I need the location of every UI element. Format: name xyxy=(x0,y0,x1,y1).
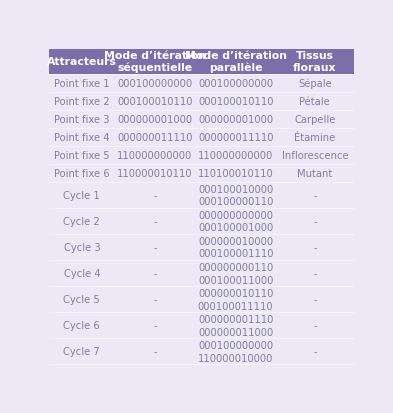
Text: 000000011110: 000000011110 xyxy=(117,133,193,142)
Bar xyxy=(49,128,354,147)
Text: 000100000000
110000010000: 000100000000 110000010000 xyxy=(198,340,274,363)
Bar xyxy=(49,313,354,338)
Bar xyxy=(49,183,354,209)
Bar xyxy=(49,261,354,287)
Bar xyxy=(49,74,354,93)
Text: -: - xyxy=(313,242,317,252)
Bar xyxy=(49,93,354,111)
Text: Cycle 7: Cycle 7 xyxy=(64,347,100,356)
Text: Cycle 1: Cycle 1 xyxy=(64,190,100,201)
Text: Mode d’itération
séquentielle: Mode d’itération séquentielle xyxy=(104,51,206,74)
Bar xyxy=(49,209,354,235)
Text: -: - xyxy=(153,190,157,201)
Text: 110100010110: 110100010110 xyxy=(198,169,274,178)
Text: Tissus
floraux: Tissus floraux xyxy=(293,51,337,73)
Text: Inflorescence: Inflorescence xyxy=(281,151,348,161)
Text: 110000000000: 110000000000 xyxy=(118,151,193,161)
Text: -: - xyxy=(313,268,317,278)
Bar xyxy=(115,50,195,74)
Text: -: - xyxy=(153,320,157,330)
Bar xyxy=(195,50,276,74)
Text: 000000001000: 000000001000 xyxy=(198,114,273,124)
Text: -: - xyxy=(153,268,157,278)
Bar xyxy=(276,50,354,74)
Text: Attracteurs: Attracteurs xyxy=(47,57,117,67)
Text: Sépale: Sépale xyxy=(298,78,332,89)
Text: 000000011110: 000000011110 xyxy=(198,133,274,142)
Text: 000100000000: 000100000000 xyxy=(118,78,193,88)
Text: Point fixe 6: Point fixe 6 xyxy=(54,169,110,178)
Text: Pétale: Pétale xyxy=(299,97,330,107)
Text: 000000001110
000000011000: 000000001110 000000011000 xyxy=(198,314,274,337)
Text: 000000000000
000100001000: 000000000000 000100001000 xyxy=(198,210,273,233)
Bar xyxy=(49,164,354,183)
Bar xyxy=(49,147,354,164)
Bar xyxy=(49,235,354,261)
Text: Point fixe 2: Point fixe 2 xyxy=(54,97,110,107)
Text: 000000001000: 000000001000 xyxy=(118,114,193,124)
Text: -: - xyxy=(153,242,157,252)
Bar xyxy=(49,338,354,364)
Bar xyxy=(49,111,354,128)
Text: 000100000000: 000100000000 xyxy=(198,78,273,88)
Text: Cycle 2: Cycle 2 xyxy=(64,216,100,226)
Text: Point fixe 4: Point fixe 4 xyxy=(54,133,110,142)
Text: -: - xyxy=(153,294,157,304)
Text: Point fixe 1: Point fixe 1 xyxy=(54,78,110,88)
Text: Point fixe 3: Point fixe 3 xyxy=(54,114,110,124)
Text: 000000010000
000100001110: 000000010000 000100001110 xyxy=(198,236,274,259)
Text: -: - xyxy=(313,216,317,226)
Text: Carpelle: Carpelle xyxy=(294,114,336,124)
Text: Cycle 5: Cycle 5 xyxy=(64,294,100,304)
Text: 000100010110: 000100010110 xyxy=(117,97,193,107)
Text: -: - xyxy=(153,347,157,356)
Text: -: - xyxy=(313,190,317,201)
Bar xyxy=(49,287,354,313)
Text: Mutant: Mutant xyxy=(297,169,332,178)
Text: -: - xyxy=(313,347,317,356)
Text: 000000010110
000100011110: 000000010110 000100011110 xyxy=(198,288,274,311)
Text: Cycle 3: Cycle 3 xyxy=(64,242,100,252)
Text: -: - xyxy=(153,216,157,226)
Text: Cycle 6: Cycle 6 xyxy=(64,320,100,330)
Text: -: - xyxy=(313,294,317,304)
Bar xyxy=(49,50,115,74)
Text: 110000000000: 110000000000 xyxy=(198,151,273,161)
Text: Mode d’itération
parallèle: Mode d’itération parallèle xyxy=(185,51,286,74)
Text: 000000000110
000100011000: 000000000110 000100011000 xyxy=(198,262,274,285)
Text: -: - xyxy=(313,320,317,330)
Text: Point fixe 5: Point fixe 5 xyxy=(54,151,110,161)
Text: Cycle 4: Cycle 4 xyxy=(64,268,100,278)
Text: 110000010110: 110000010110 xyxy=(117,169,193,178)
Text: 000100010110: 000100010110 xyxy=(198,97,274,107)
Text: 000100010000
000100000110: 000100010000 000100000110 xyxy=(198,184,274,207)
Text: Étamine: Étamine xyxy=(294,133,336,142)
